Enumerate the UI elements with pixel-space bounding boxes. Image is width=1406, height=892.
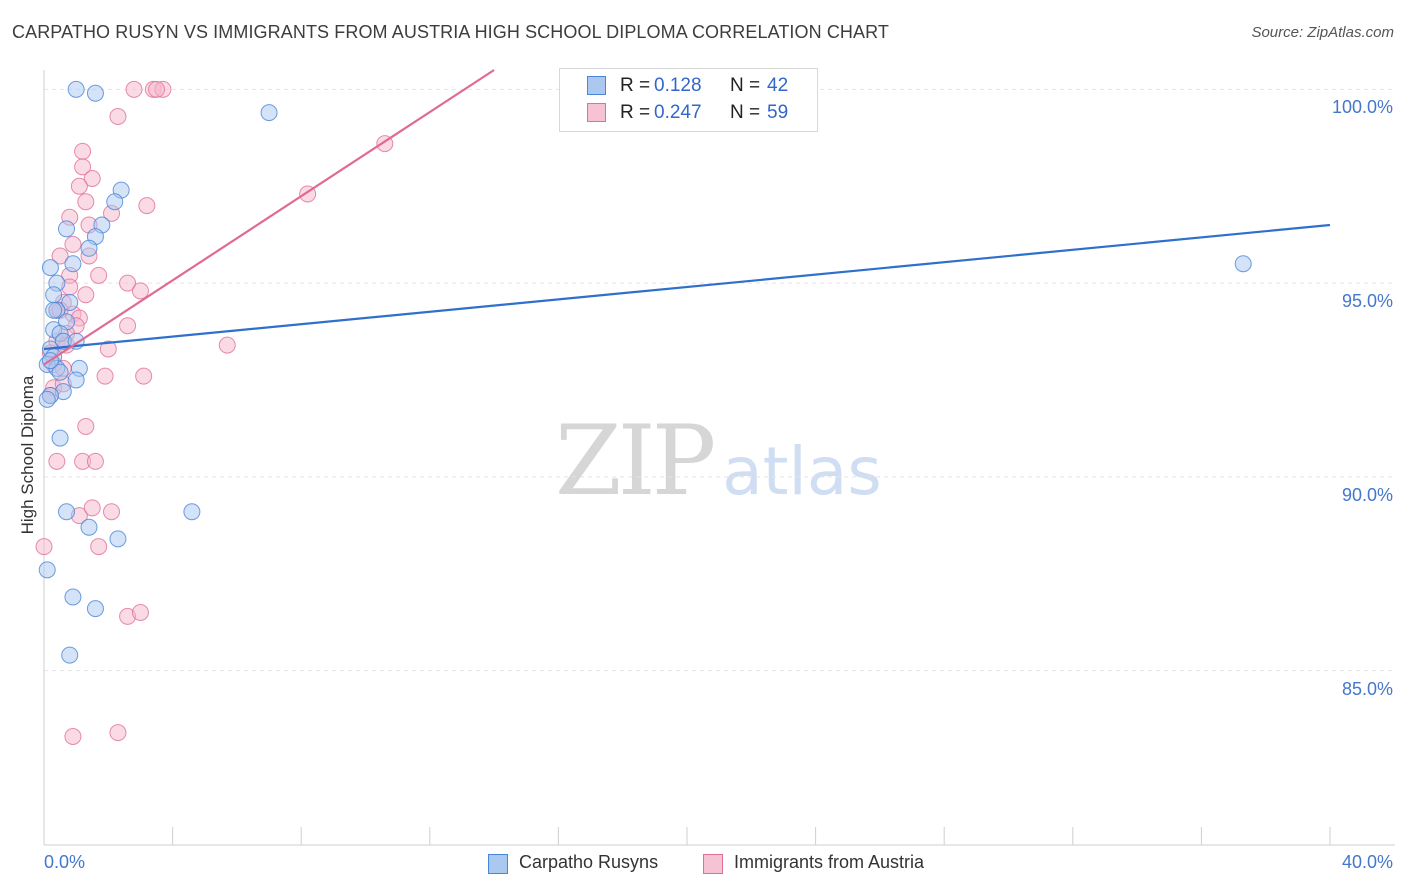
point-immigrants-from-austria xyxy=(148,80,166,98)
y-tick-label: 100.0% xyxy=(1331,97,1393,118)
point-carpatho-rusyns xyxy=(51,363,69,381)
legend-r-value: 0.128 xyxy=(654,75,702,96)
chart-title: CARPATHO RUSYN VS IMMIGRANTS FROM AUSTRI… xyxy=(12,22,890,42)
point-carpatho-rusyns xyxy=(38,390,56,408)
x-tick-label-min: 0.0% xyxy=(44,852,86,872)
point-carpatho-rusyns xyxy=(80,239,98,257)
legend-item-label: Carpatho Rusyns xyxy=(519,852,659,872)
stats-legend: R = 0.128 N = 42 R = 0.247 N = 59 xyxy=(559,68,818,132)
legend-n-label: N = xyxy=(730,102,761,123)
point-immigrants-from-austria xyxy=(135,367,153,385)
point-immigrants-from-austria xyxy=(131,282,149,300)
legend-n-value: 42 xyxy=(767,75,789,96)
series-immigrants-from-austria xyxy=(35,80,394,745)
point-immigrants-from-austria xyxy=(35,538,53,556)
legend-r-label: R = xyxy=(620,75,651,96)
point-carpatho-rusyns xyxy=(38,561,56,579)
point-immigrants-from-austria xyxy=(109,724,127,742)
y-tick-label: 95.0% xyxy=(1341,291,1393,312)
point-immigrants-from-austria xyxy=(83,170,101,187)
point-immigrants-from-austria xyxy=(131,604,149,621)
point-carpatho-rusyns xyxy=(45,301,63,319)
point-carpatho-rusyns xyxy=(64,255,82,273)
legend-r-label: R = xyxy=(620,102,651,123)
legend-item-label: Immigrants from Austria xyxy=(734,852,925,872)
source-note: Source: ZipAtlas.com xyxy=(1251,24,1394,41)
point-immigrants-from-austria xyxy=(77,286,95,304)
point-immigrants-from-austria xyxy=(74,142,92,160)
point-carpatho-rusyns xyxy=(67,80,85,98)
legend-swatch-blue xyxy=(587,76,606,95)
series-legend: Carpatho Rusyns Immigrants from Austria xyxy=(0,852,1406,876)
point-immigrants-from-austria xyxy=(119,317,137,335)
point-immigrants-from-austria xyxy=(74,158,92,176)
legend-n-label: N = xyxy=(730,75,761,96)
point-immigrants-from-austria xyxy=(103,503,121,521)
point-carpatho-rusyns xyxy=(67,371,85,389)
legend-r-value: 0.247 xyxy=(654,102,702,123)
point-immigrants-from-austria xyxy=(51,247,69,265)
point-immigrants-from-austria xyxy=(119,274,137,292)
point-immigrants-from-austria xyxy=(109,108,127,125)
point-carpatho-rusyns xyxy=(64,588,82,606)
point-immigrants-from-austria xyxy=(99,340,117,358)
axes xyxy=(43,70,1395,846)
legend-swatch-pink xyxy=(587,103,606,122)
point-immigrants-from-austria xyxy=(70,177,88,195)
legend-swatch-blue xyxy=(488,854,508,874)
point-immigrants-from-austria xyxy=(86,452,104,470)
point-carpatho-rusyns xyxy=(61,646,79,664)
point-immigrants-from-austria xyxy=(77,193,95,211)
point-carpatho-rusyns xyxy=(45,286,63,304)
point-carpatho-rusyns xyxy=(80,518,98,536)
point-immigrants-from-austria xyxy=(64,235,82,253)
point-immigrants-from-austria xyxy=(77,418,95,435)
point-immigrants-from-austria xyxy=(90,538,108,556)
point-immigrants-from-austria xyxy=(125,80,143,98)
legend-n-value: 59 xyxy=(767,102,789,123)
point-carpatho-rusyns xyxy=(260,104,278,122)
point-immigrants-from-austria xyxy=(48,452,66,470)
trend-line-immigrants-from-austria xyxy=(43,69,495,366)
point-carpatho-rusyns xyxy=(109,530,127,548)
trend-lines xyxy=(43,69,1331,366)
point-carpatho-rusyns xyxy=(86,600,104,618)
point-immigrants-from-austria xyxy=(138,197,156,215)
point-carpatho-rusyns xyxy=(41,259,59,277)
point-immigrants-from-austria xyxy=(218,336,236,354)
point-immigrants-from-austria xyxy=(64,728,82,745)
point-carpatho-rusyns xyxy=(61,294,79,311)
series-carpatho-rusyns xyxy=(38,80,1252,664)
point-immigrants-from-austria xyxy=(96,367,114,385)
point-immigrants-from-austria xyxy=(83,499,101,517)
y-axis-label: High School Diploma xyxy=(18,375,37,535)
point-carpatho-rusyns xyxy=(183,503,201,521)
legend-swatch-pink xyxy=(703,854,723,874)
point-immigrants-from-austria xyxy=(90,266,108,284)
point-carpatho-rusyns xyxy=(51,429,69,447)
x-tick-label-max: 40.0% xyxy=(1341,852,1393,872)
point-carpatho-rusyns xyxy=(106,193,124,211)
point-carpatho-rusyns xyxy=(86,84,104,102)
point-carpatho-rusyns xyxy=(58,503,76,521)
point-carpatho-rusyns xyxy=(58,220,76,238)
gridlines xyxy=(44,88,1395,672)
point-carpatho-rusyns xyxy=(1234,255,1252,273)
trend-line-carpatho-rusyns xyxy=(43,223,1331,351)
y-tick-label: 90.0% xyxy=(1341,484,1393,505)
y-tick-label: 85.0% xyxy=(1341,678,1393,699)
